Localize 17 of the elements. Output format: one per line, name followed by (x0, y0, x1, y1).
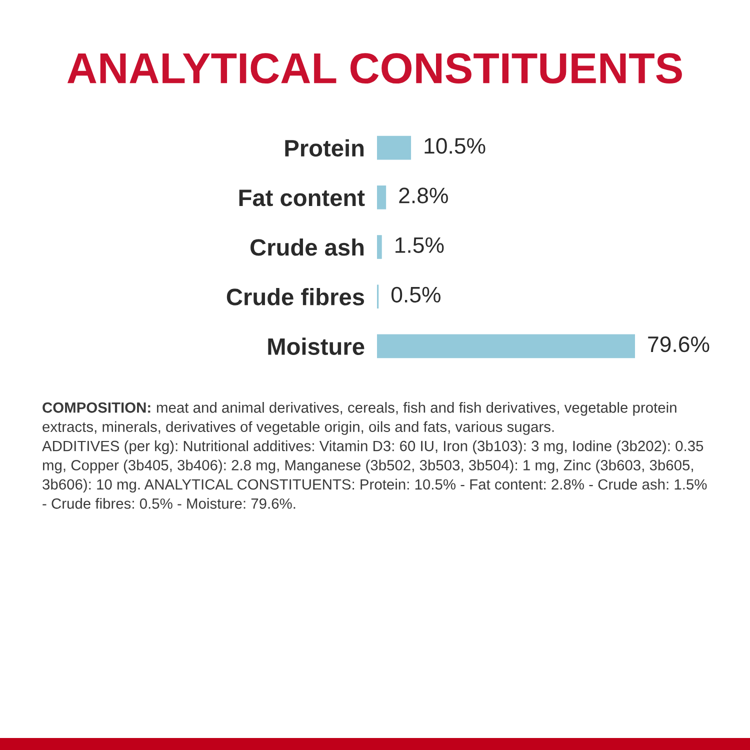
text: COMPOSITION: (42, 402, 150, 413)
y-tick-label: Protein (285, 139, 364, 157)
bar (377, 136, 412, 160)
bar (377, 235, 382, 259)
y-tick-label: Crude fibres (226, 288, 364, 306)
data-label: 10.5% (424, 138, 486, 154)
bar (377, 334, 635, 358)
y-tick-label: Moisture (268, 338, 364, 355)
data-label: 1.5% (396, 237, 444, 253)
data-label: 2.8% (399, 188, 448, 204)
bar (377, 185, 386, 210)
data-label: 79.6% (648, 336, 710, 352)
y-tick-label: Crude ash (250, 238, 364, 256)
y-tick-label: Fat content (239, 190, 365, 206)
chart-title: ANALYTICAL CONSTITUENTS (67, 53, 682, 84)
data-label: 0.5% (391, 286, 440, 303)
text: ADDITIVES (per kg): Nutritional additives: Vitamin D3: 60 IU, Iron (3b103): 3 mg, Iodine (3b202): 0.35 mg, Copper (3b405, 3b406): 2.8 mg, Manganese (3b502, 3b503, 3b504): 1 mg, Zinc (3b603, 3b605, 3b606): 10 mg. ANALYTICAL CONSTITUENTS: Protein: 10.5% - Fat content: 2.8% - Crude ash: 1.5% - Crude fibres: 0.5% - Moisture: 79.6%. (42, 440, 707, 509)
